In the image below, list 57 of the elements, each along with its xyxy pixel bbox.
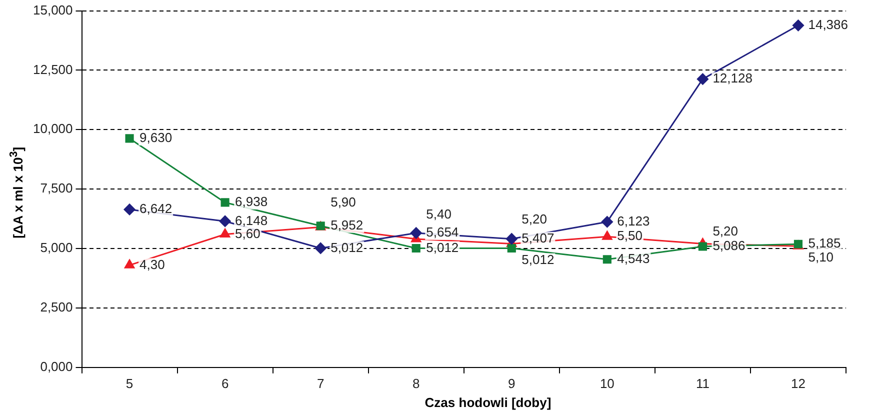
data-label: 12,128 xyxy=(712,70,752,86)
data-label: 5,185 xyxy=(808,236,841,251)
data-label: 14,386 xyxy=(808,16,848,32)
data-label: 9,630 xyxy=(140,130,172,146)
point xyxy=(410,227,422,239)
data-label: 6,938 xyxy=(235,194,268,210)
point xyxy=(219,215,231,227)
x-tick-label: 6 xyxy=(221,376,229,391)
point xyxy=(601,216,613,228)
y-tick-label: 7,500 xyxy=(40,180,73,196)
data-label: 6,123 xyxy=(617,213,650,228)
data-label: 5,60 xyxy=(235,226,260,241)
x-tick-label: 11 xyxy=(696,376,710,391)
x-tick-label: 10 xyxy=(600,376,614,391)
x-tick-label: 5 xyxy=(126,376,134,391)
data-label: 5,50 xyxy=(617,228,642,244)
point xyxy=(124,204,136,216)
data-label: 5,90 xyxy=(330,194,356,210)
data-label: 5,20 xyxy=(522,211,547,226)
x-axis-title: Czas hodowli [doby] xyxy=(424,395,552,410)
data-label: 6,642 xyxy=(140,201,172,216)
data-label: 5,10 xyxy=(808,250,834,265)
data-label: 4,30 xyxy=(140,256,165,272)
x-tick-label: 9 xyxy=(508,376,516,391)
point xyxy=(412,244,420,253)
data-label: 5,407 xyxy=(522,230,554,246)
x-tick-label: 8 xyxy=(412,376,420,391)
point xyxy=(220,198,230,207)
point xyxy=(792,20,804,32)
point xyxy=(698,242,707,251)
point xyxy=(124,259,135,268)
y-tick-label: 5,000 xyxy=(40,240,73,256)
data-label: 4,543 xyxy=(617,250,650,266)
point xyxy=(125,134,134,143)
data-label: 6,148 xyxy=(235,212,268,228)
data-label: 5,012 xyxy=(426,240,459,255)
x-tick-label: 7 xyxy=(316,376,324,391)
point xyxy=(220,228,230,238)
data-label: 5,086 xyxy=(712,238,746,254)
point xyxy=(506,233,518,245)
y-tick-label: 10,000 xyxy=(32,121,73,136)
data-label: 5,20 xyxy=(712,223,738,238)
data-label: 5,40 xyxy=(426,206,452,222)
data-label: 5,012 xyxy=(330,240,364,255)
data-label: 5,952 xyxy=(330,217,364,232)
x-tick-label: 12 xyxy=(791,376,806,391)
point xyxy=(314,242,326,254)
y-tick-label: 2,500 xyxy=(40,300,73,315)
point xyxy=(507,244,516,253)
point xyxy=(696,73,708,85)
point xyxy=(602,230,612,240)
y-tick-label: 12,500 xyxy=(32,62,73,77)
data-label: 5,012 xyxy=(522,252,554,267)
y-tick-label: 0,000 xyxy=(40,358,73,374)
point xyxy=(602,255,612,264)
data-label: 5,654 xyxy=(426,224,459,240)
y-tick-label: 15,000 xyxy=(32,2,73,18)
